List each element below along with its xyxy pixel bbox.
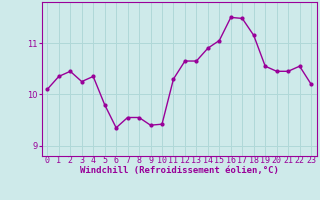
X-axis label: Windchill (Refroidissement éolien,°C): Windchill (Refroidissement éolien,°C) (80, 166, 279, 175)
